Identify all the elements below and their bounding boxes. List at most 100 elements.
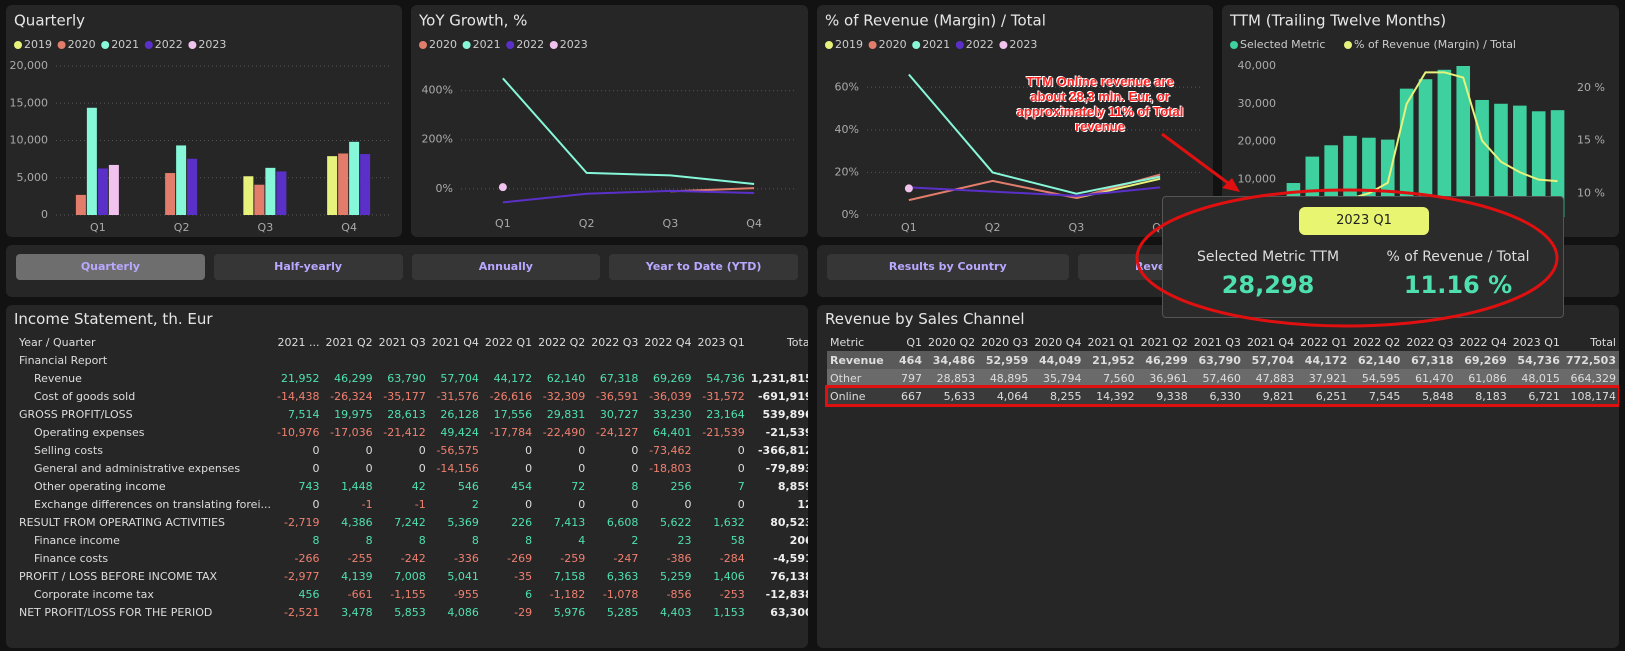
button[interactable]: Half-yearly [213,254,403,280]
table-row: Finance income 8 8 8 8 8 4 2 23 58 206 [16,531,808,549]
column-header: 2020 Q3 [981,335,1029,349]
cell: 546 [457,479,479,493]
row-label: Online [830,389,866,403]
cell: 8,255 [1049,389,1082,403]
legend-label: % of Revenue (Margin) / Total [1354,38,1516,51]
cell: -266 [294,551,320,565]
y-tick-label: 10,000 [1238,172,1277,185]
table-row: GROSS PROFIT/LOSS 7,514 19,975 28,613 26,128… [16,405,808,423]
legend-marker [549,41,558,49]
column-header: Total [1590,335,1616,349]
cell: 5,041 [447,569,479,583]
row-label: GROSS PROFIT/LOSS [19,407,133,421]
button[interactable]: Results by Country [827,254,1069,280]
table-row: Revenue 21,952 46,299 63,790 57,704 44,172 62,… [16,369,808,387]
cell: 12 [797,497,808,511]
cell: -73,462 [649,443,692,457]
cell: -247 [613,551,639,565]
cell: 0 [631,497,639,511]
cell: 8 [631,479,639,493]
cell: 30,727 [599,407,639,421]
button[interactable]: Year to Date (YTD) [609,254,798,280]
header-row: Metric Q1 2020 Q2 2020 Q3 2020 Q4 2021 Q1 2021… [827,333,1619,351]
bar [243,176,254,215]
cell: 63,790 [1198,353,1241,367]
legend-marker [101,41,110,49]
tooltip-label: % of Revenue / Total [1386,249,1530,265]
column-header: 2022 Q2 [538,335,586,349]
cell: 664,329 [1570,371,1617,385]
legend-label: 2021 [111,38,139,51]
cell: 4,086 [447,605,479,619]
column-header: 2023 Q1 [697,335,745,349]
column-header: 2021 Q4 [1246,335,1295,349]
column-header: Year / Quarter [19,335,96,349]
chart-title: YoY Growth, % [418,12,527,30]
cell: 0 [365,443,373,457]
cell: -2,521 [283,605,320,619]
legend-label: 2020 [68,38,96,51]
cell: -56,575 [436,443,479,457]
subheader-cell [535,351,588,369]
column-header: 2022 Q4 [644,335,692,349]
button[interactable]: Annually [411,254,601,280]
cell: 67,318 [1411,353,1454,367]
y-tick-label: 0% [842,208,859,221]
cell: -35 [514,569,533,583]
legend-label: 2023 [560,38,588,51]
cell: 5,285 [606,605,639,619]
y-tick-label: 20,000 [10,59,49,72]
cell: -22,490 [542,425,586,439]
cell: -1,182 [549,587,586,601]
column-header: 2021 Q3 [378,335,426,349]
cell: 2 [471,497,479,511]
cell: 6 [525,587,533,601]
annotation: TTM Online revenue are about 28,3 mln. E… [1016,74,1184,134]
bar [338,153,349,215]
subheader-cell [695,351,748,369]
x-tick-label: Q2 [985,221,1001,234]
cell: -14,156 [436,461,479,475]
y-tick-label: 200% [422,133,453,146]
cell: 6,251 [1315,389,1348,403]
cell: 539,896 [762,407,808,421]
cell: -12,838 [765,587,808,601]
table-row: General and administrative expenses 0 0 0 -1… [16,459,808,477]
column-header: 2020 Q2 [928,335,976,349]
cell: 48,015 [1521,371,1560,385]
button[interactable]: Quarterly [16,254,205,280]
tooltip-period: 2023 Q1 [1299,207,1429,235]
tooltip: 2023 Q1 Selected Metric TTM 28,298 % of R… [1162,196,1564,318]
bar [327,156,338,215]
legend-label: 2023 [198,38,226,51]
cell: 0 [418,461,426,475]
cell: 5,633 [943,389,976,403]
cell: 28,853 [936,371,976,385]
row-label: Other operating income [34,479,166,493]
cell: 42 [411,479,426,493]
cell: 17,556 [493,407,533,421]
table-row: Finance costs -266 -255 -242 -336 -269 -259 -24… [16,549,808,567]
cell: 46,299 [1145,353,1188,367]
cell: 1,406 [713,569,745,583]
cell: 8 [312,533,320,547]
cell: 206 [789,533,808,547]
column-header: 2022 Q4 [1459,335,1507,349]
cell: 0 [312,461,320,475]
cell: 58 [730,533,745,547]
table-panel: Revenue by Sales Channel Metric Q1 2020 Q2… [817,305,1619,648]
column-header: 2022 Q1 [484,335,533,349]
cell: -856 [666,587,692,601]
cell: 47,883 [1255,371,1295,385]
bar [165,173,176,215]
column-header: 2021 ... [277,335,320,349]
column-header: 2021 Q3 [1193,335,1241,349]
cell: 8,183 [1475,389,1507,403]
bar [187,158,198,215]
table-row: Selling costs 0 0 0 -56,575 0 0 0 -73,462 0 -366,8… [16,441,808,459]
cell: 62,140 [546,371,586,385]
channel-table: Metric Q1 2020 Q2 2020 Q3 2020 Q4 2021 Q1 2021… [825,333,1619,407]
cell: -2,977 [283,569,320,583]
cell: 69,269 [1464,353,1507,367]
bar [360,154,371,215]
